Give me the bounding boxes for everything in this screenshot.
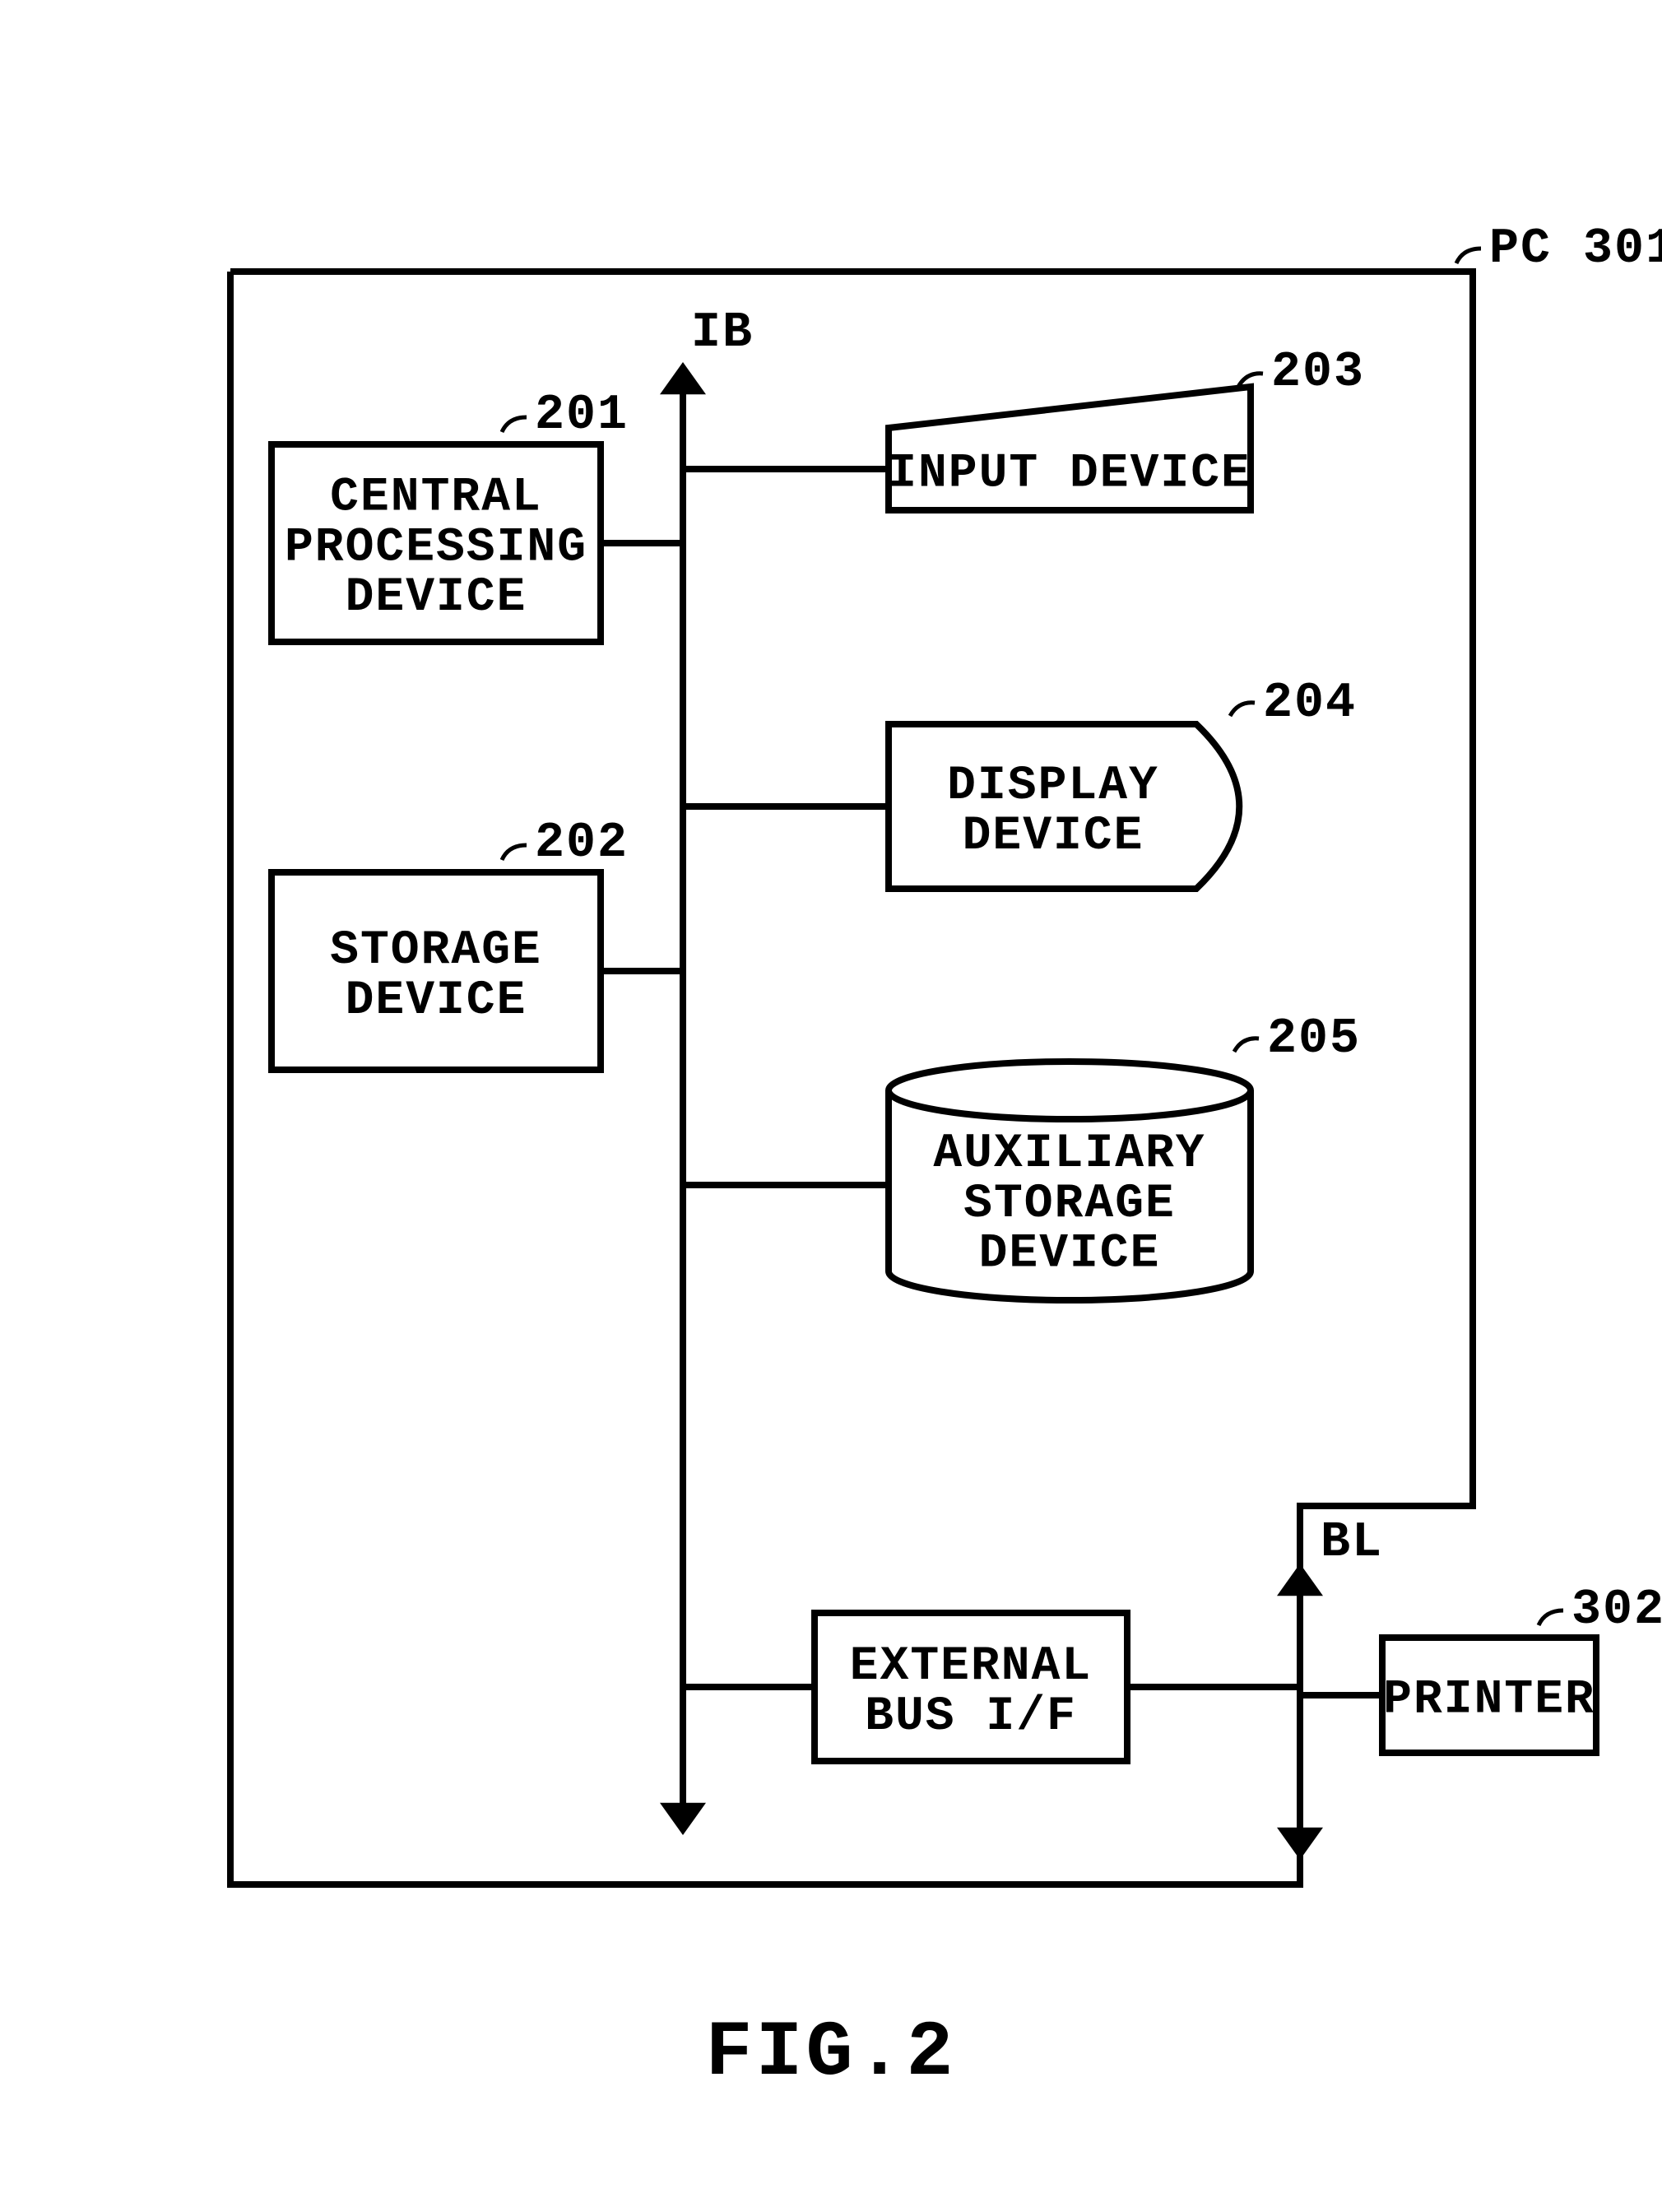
svg-text:PC 301: PC 301 [1489, 221, 1662, 277]
svg-text:202: 202 [535, 816, 629, 871]
svg-text:EXTERNAL: EXTERNAL [850, 1640, 1092, 1694]
svg-text:BL: BL [1321, 1515, 1383, 1571]
svg-text:302: 302 [1571, 1582, 1662, 1638]
svg-text:DEVICE: DEVICE [979, 1228, 1161, 1281]
svg-text:204: 204 [1263, 676, 1357, 732]
svg-text:IB: IB [691, 305, 754, 361]
svg-text:PRINTER: PRINTER [1383, 1673, 1595, 1726]
svg-text:CENTRAL: CENTRAL [330, 471, 542, 524]
svg-text:DEVICE: DEVICE [346, 974, 527, 1028]
svg-text:PROCESSING: PROCESSING [285, 521, 587, 574]
figure-label: FIG.2 [705, 2009, 956, 2098]
svg-text:AUXILIARY: AUXILIARY [933, 1127, 1205, 1181]
svg-text:STORAGE: STORAGE [330, 924, 542, 978]
svg-text:DISPLAY: DISPLAY [947, 760, 1159, 813]
svg-text:DEVICE: DEVICE [346, 571, 527, 625]
svg-text:BUS I/F: BUS I/F [865, 1690, 1077, 1744]
svg-text:205: 205 [1267, 1011, 1361, 1067]
svg-text:DEVICE: DEVICE [963, 810, 1144, 863]
svg-text:203: 203 [1271, 345, 1365, 401]
svg-text:201: 201 [535, 388, 629, 444]
svg-text:STORAGE: STORAGE [963, 1178, 1176, 1231]
svg-text:INPUT DEVICE: INPUT DEVICE [888, 447, 1251, 500]
